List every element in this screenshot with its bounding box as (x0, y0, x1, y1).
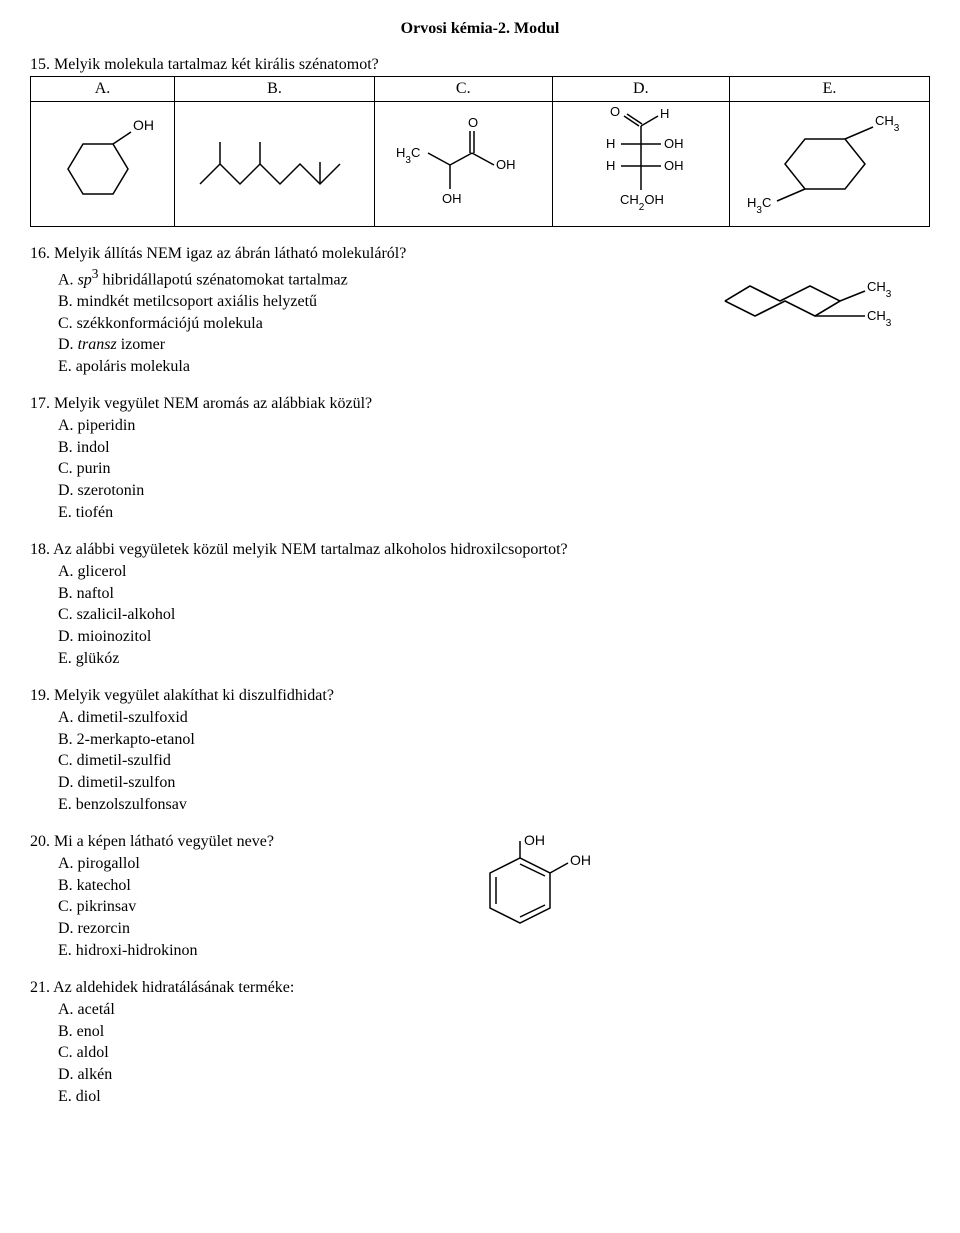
svg-text:OH: OH (524, 833, 545, 848)
q21-options: A. acetál B. enol C. aldol D. alkén E. d… (58, 999, 930, 1107)
q18-opt-d: D. mioinozitol (58, 626, 930, 648)
q21-opt-b: B. enol (58, 1021, 930, 1043)
q19-opt-c: C. dimetil-szulfid (58, 750, 930, 772)
q16-opt-c: C. székkonformációjú molekula (58, 313, 690, 335)
svg-text:CH3: CH3 (875, 113, 900, 134)
q15-header-d: D. (552, 77, 730, 102)
q15-header-a: A. (31, 77, 175, 102)
svg-text:CH2OH: CH2OH (620, 192, 664, 213)
q16-molecule: CH3 CH3 (690, 245, 930, 341)
question-18: 18. Az alábbi vegyületek közül melyik NE… (30, 541, 930, 669)
fischer-sugar-icon: O H H OH H OH CH2OH (566, 104, 716, 224)
branched-alkane-icon (190, 114, 360, 214)
q15-header-c: C. (374, 77, 552, 102)
q18-options: A. glicerol B. naftol C. szalicil-alkoho… (58, 561, 930, 669)
q15-mol-b (175, 102, 375, 227)
q15-mol-a: OH (31, 102, 175, 227)
q20-opt-b: B. katechol (58, 875, 450, 897)
svg-text:H: H (606, 136, 615, 151)
q20-options: A. pirogallol B. katechol C. pikrinsav D… (58, 853, 450, 961)
q17-opt-e: E. tiofén (58, 502, 930, 524)
q16-text: 16. Melyik állítás NEM igaz az ábrán lát… (30, 245, 690, 263)
q21-opt-a: A. acetál (58, 999, 930, 1021)
q19-text: 19. Melyik vegyület alakíthat ki diszulf… (30, 687, 930, 705)
q18-opt-a: A. glicerol (58, 561, 930, 583)
q16-opt-a: A. sp3 hibridállapotú szénatomokat tarta… (58, 265, 690, 291)
q21-opt-e: E. diol (58, 1086, 930, 1108)
q17-text: 17. Melyik vegyület NEM aromás az alábbi… (30, 395, 930, 413)
q16-opt-b: B. mindkét metilcsoport axiális helyzetű (58, 291, 690, 313)
q18-opt-c: C. szalicil-alkohol (58, 604, 930, 626)
chair-cyclohexane-icon: CH3 CH3 (705, 251, 915, 341)
q19-options: A. dimetil-szulfoxid B. 2-merkapto-etano… (58, 707, 930, 815)
svg-text:OH: OH (664, 136, 684, 151)
q15-header-b: B. (175, 77, 375, 102)
svg-text:OH: OH (664, 158, 684, 173)
svg-text:H3C: H3C (747, 195, 771, 216)
svg-text:H: H (606, 158, 615, 173)
hydroxy-acid-icon: H3C O OH OH (388, 109, 538, 219)
question-19: 19. Melyik vegyület alakíthat ki diszulf… (30, 687, 930, 815)
q18-opt-e: E. glükóz (58, 648, 930, 670)
q18-opt-b: B. naftol (58, 583, 930, 605)
q15-table: A. B. C. D. E. OH (30, 76, 930, 227)
q21-text: 21. Az aldehidek hidratálásának terméke: (30, 979, 930, 997)
svg-text:OH: OH (442, 191, 462, 206)
svg-text:CH3: CH3 (867, 279, 892, 300)
q19-opt-d: D. dimetil-szulfon (58, 772, 930, 794)
question-15: 15. Melyik molekula tartalmaz két királi… (30, 56, 930, 227)
q20-molecule: OH OH (450, 833, 600, 953)
svg-text:OH: OH (570, 852, 591, 868)
q20-opt-a: A. pirogallol (58, 853, 450, 875)
q16-options: A. sp3 hibridállapotú szénatomokat tarta… (58, 265, 690, 377)
svg-text:H3C: H3C (396, 145, 420, 166)
q17-options: A. piperidin B. indol C. purin D. szerot… (58, 415, 930, 523)
q20-opt-c: C. pikrinsav (58, 896, 450, 918)
q20-opt-e: E. hidroxi-hidrokinon (58, 940, 450, 962)
q19-opt-a: A. dimetil-szulfoxid (58, 707, 930, 729)
page-title: Orvosi kémia-2. Modul (30, 20, 930, 38)
q17-opt-d: D. szerotonin (58, 480, 930, 502)
question-16: 16. Melyik állítás NEM igaz az ábrán lát… (30, 245, 930, 377)
q15-text: 15. Melyik molekula tartalmaz két királi… (30, 56, 930, 74)
cyclohexanol-icon: OH (43, 114, 163, 214)
q15-image-row: OH H3C (31, 102, 930, 227)
q17-opt-a: A. piperidin (58, 415, 930, 437)
svg-text:O: O (468, 115, 478, 130)
svg-text:O: O (610, 104, 620, 119)
q17-opt-c: C. purin (58, 458, 930, 480)
q15-mol-e: CH3 H3C (730, 102, 930, 227)
q15-mol-d: O H H OH H OH CH2OH (552, 102, 730, 227)
question-20: 20. Mi a képen látható vegyület neve? A.… (30, 833, 930, 961)
question-21: 21. Az aldehidek hidratálásának terméke:… (30, 979, 930, 1107)
svg-text:CH3: CH3 (867, 308, 892, 329)
q16-opt-e: E. apoláris molekula (58, 356, 690, 378)
q15-header-e: E. (730, 77, 930, 102)
q19-opt-b: B. 2-merkapto-etanol (58, 729, 930, 751)
q21-opt-c: C. aldol (58, 1042, 930, 1064)
q20-text: 20. Mi a képen látható vegyület neve? (30, 833, 450, 851)
q17-opt-b: B. indol (58, 437, 930, 459)
q16-opt-d: D. transz izomer (58, 334, 690, 356)
svg-text:OH: OH (496, 157, 516, 172)
dimethylcyclohexane-icon: CH3 H3C (745, 109, 915, 219)
q20-opt-d: D. rezorcin (58, 918, 450, 940)
catechol-icon: OH OH (450, 833, 600, 953)
q21-opt-d: D. alkén (58, 1064, 930, 1086)
q19-opt-e: E. benzolszulfonsav (58, 794, 930, 816)
svg-text:H: H (660, 106, 669, 121)
q18-text: 18. Az alábbi vegyületek közül melyik NE… (30, 541, 930, 559)
q15-header-row: A. B. C. D. E. (31, 77, 930, 102)
q15-mol-c: H3C O OH OH (374, 102, 552, 227)
oh-label: OH (133, 117, 154, 133)
question-17: 17. Melyik vegyület NEM aromás az alábbi… (30, 395, 930, 523)
